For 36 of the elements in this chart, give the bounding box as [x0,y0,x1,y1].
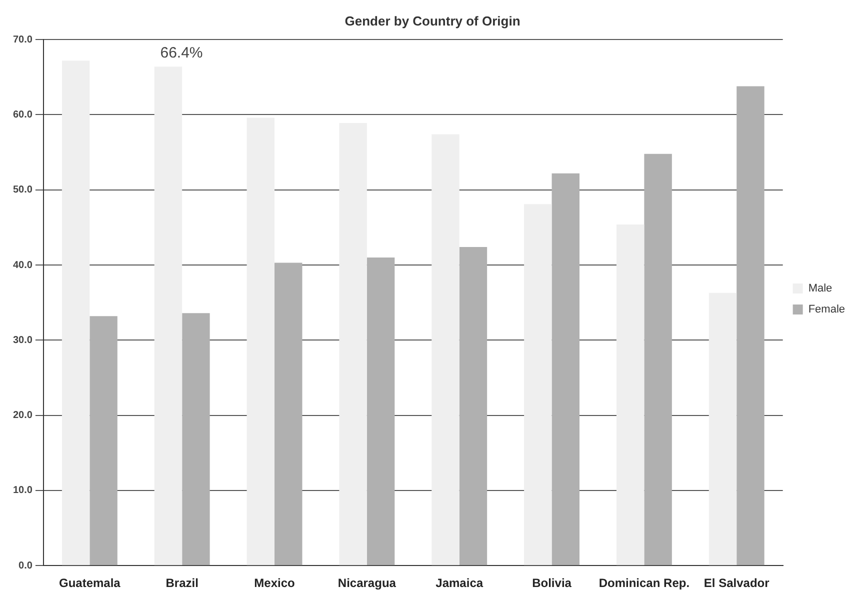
bar [644,154,672,566]
bar [616,224,644,566]
y-tick-label: 20.0 [12,410,33,422]
bar [736,86,764,566]
y-tick-label: 30.0 [12,334,33,346]
bar [459,246,488,566]
bar [90,316,118,566]
bar [366,258,395,566]
bar [182,313,210,566]
bar [274,262,302,566]
bar [154,66,182,566]
bar [708,292,737,566]
x-tick-label: Brazil [166,576,198,590]
chart-title: Gender by Country of Origin [344,13,520,28]
bar [339,123,367,566]
x-tick-label: Jamaica [436,576,484,590]
x-tick-label: El Salvador [704,576,770,590]
y-tick-label: 40.0 [12,260,33,271]
bar [246,118,275,566]
annotation: 66.4% [160,44,203,62]
y-tick-label: 60.0 [12,109,33,120]
legend-label: Male [808,282,832,295]
y-tick-label: 70.0 [12,34,33,46]
y-tick-label: 50.0 [12,184,33,196]
x-tick-label: Bolivia [532,576,572,590]
legend-label: Female [808,304,846,316]
x-tick-label: Guatemala [58,576,121,590]
y-tick-label: 10.0 [12,485,33,496]
bar [524,204,552,566]
bar [552,173,580,566]
x-tick-label: Mexico [254,576,295,590]
x-tick-label: Dominican Rep. [598,576,690,590]
y-tick-label: 0.0 [18,560,33,572]
x-tick-label: Nicaragua [338,576,396,590]
bar [62,60,90,566]
bar [432,134,460,566]
